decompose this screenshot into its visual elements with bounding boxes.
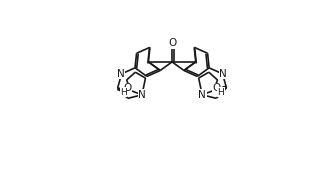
- Text: N: N: [198, 90, 206, 100]
- Text: O: O: [168, 38, 176, 48]
- Text: O: O: [123, 83, 131, 93]
- Text: N: N: [117, 69, 125, 79]
- Text: N: N: [219, 69, 227, 79]
- Text: N: N: [138, 90, 146, 100]
- Text: H: H: [217, 88, 224, 96]
- Text: O: O: [213, 83, 221, 93]
- Text: H: H: [120, 88, 127, 96]
